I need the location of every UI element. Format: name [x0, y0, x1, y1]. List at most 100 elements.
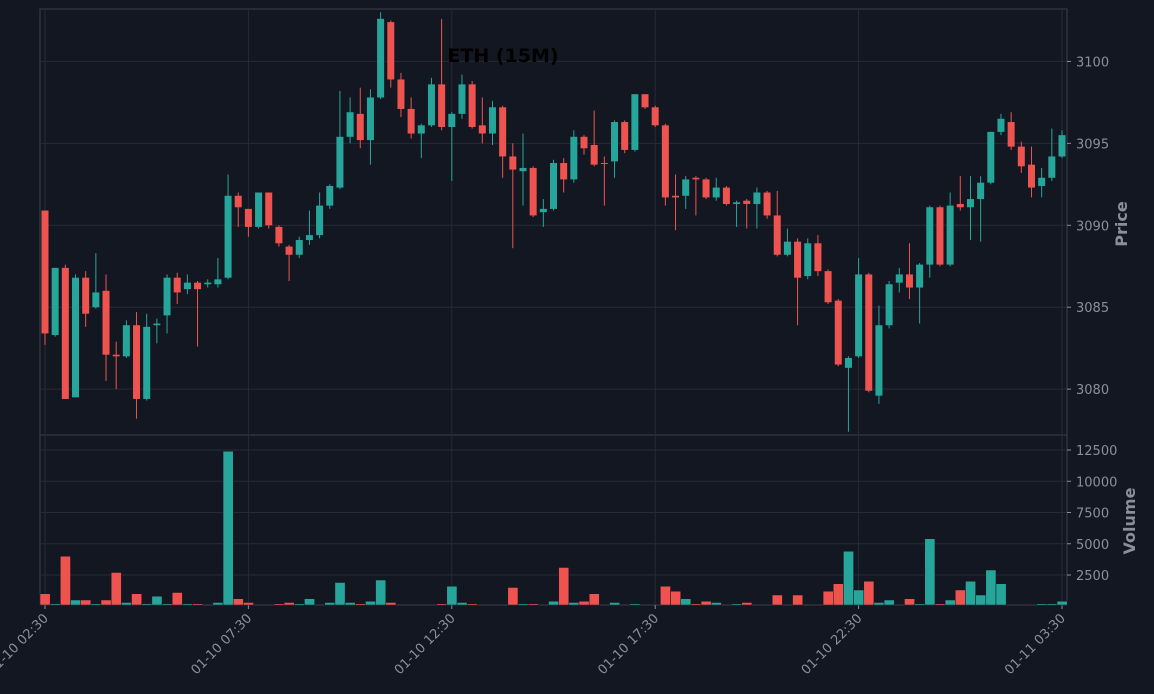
volume-bar — [436, 603, 448, 606]
candle-body — [336, 136, 344, 188]
candle-body — [51, 267, 59, 336]
candle-body — [122, 325, 130, 357]
candle-body — [916, 264, 924, 288]
candle-body — [651, 107, 659, 126]
candle-body — [631, 94, 639, 150]
candle-body — [855, 274, 863, 357]
candle-body — [153, 323, 161, 326]
volume-bar — [273, 603, 285, 606]
candle-body — [244, 208, 252, 227]
candle-body — [1048, 156, 1056, 178]
candle-body — [570, 136, 578, 180]
candle-body — [499, 107, 507, 157]
volume-bar — [904, 598, 915, 606]
candle-body — [102, 290, 110, 355]
volume-bar — [965, 581, 976, 606]
candle-body — [509, 156, 517, 170]
candle-body — [1027, 164, 1035, 188]
candle-body — [600, 163, 608, 165]
y2-tick-label: 12500 — [1076, 444, 1117, 459]
candle-body — [814, 243, 822, 272]
price-label: Price — [1112, 201, 1131, 247]
volume-bar — [609, 602, 620, 606]
volume-bar — [365, 601, 376, 606]
volume-bar — [517, 603, 529, 606]
volume-bar — [222, 451, 234, 606]
candle-body — [895, 274, 903, 283]
volume-bar — [171, 592, 183, 606]
volume-bar — [100, 599, 112, 606]
volume-bar — [70, 599, 81, 606]
volume-bar — [294, 603, 305, 606]
volume-bar — [243, 602, 254, 606]
volume-bar — [385, 602, 397, 606]
candle-body — [478, 125, 486, 134]
y-tick-label: 3080 — [1076, 383, 1109, 398]
volume-bar — [324, 602, 336, 606]
volume-bar — [90, 603, 102, 606]
volume-bar — [822, 591, 834, 606]
volume-bar — [121, 602, 132, 606]
candle-body — [224, 195, 232, 278]
volume-bar — [710, 602, 722, 606]
candle-body — [722, 187, 730, 204]
candle-body — [468, 84, 476, 127]
volume-label: Volume — [1120, 487, 1139, 554]
candle-body — [977, 182, 985, 200]
candle-body — [214, 279, 222, 285]
candle-body — [326, 185, 334, 206]
candle-body — [173, 277, 181, 293]
candle-body — [560, 163, 568, 180]
volume-bar — [853, 589, 865, 606]
volume-bar — [49, 603, 61, 606]
volume-bar — [558, 567, 570, 606]
y2-tick-label: 2500 — [1076, 569, 1109, 584]
candle-body — [692, 177, 700, 180]
candle-body — [763, 192, 771, 216]
volume-bar — [660, 586, 671, 606]
candle-body — [143, 326, 151, 399]
candle-body — [1058, 135, 1066, 157]
candle-body — [539, 208, 547, 213]
volume-bar — [934, 603, 946, 606]
candle-body — [1017, 146, 1025, 167]
candle-body — [1007, 122, 1015, 147]
volume-bar — [110, 572, 122, 606]
volume-bar — [588, 593, 600, 606]
volume-bar — [192, 603, 203, 606]
y-tick-label: 3100 — [1076, 55, 1109, 70]
candle-body — [61, 267, 69, 399]
volume-bar — [527, 603, 539, 606]
candle-body — [183, 282, 191, 290]
volume-bar — [690, 603, 702, 606]
candle-body — [407, 108, 415, 134]
volume-bar — [548, 601, 559, 606]
volume-bar — [355, 603, 366, 606]
volume-bar — [212, 602, 224, 606]
candle-body — [92, 292, 100, 308]
candle-body — [712, 187, 720, 198]
candle-body — [377, 18, 385, 98]
volume-bar — [873, 602, 885, 606]
candle-body — [255, 192, 263, 227]
candle-body — [265, 192, 273, 226]
candle-body — [448, 113, 456, 127]
candle-body — [285, 246, 293, 255]
candle-body — [194, 282, 202, 290]
candle-body — [112, 354, 120, 357]
candle-body — [1038, 177, 1046, 186]
y2-tick-label: 10000 — [1076, 475, 1117, 490]
volume-bar — [141, 603, 153, 606]
candle-body — [783, 241, 791, 255]
volume-bar — [283, 602, 295, 606]
volume-bar — [914, 603, 926, 606]
volume-bar — [375, 579, 387, 606]
candle-body — [946, 205, 954, 265]
volume-bar — [944, 599, 956, 606]
volume-bar — [985, 569, 997, 606]
volume-bar — [182, 603, 193, 606]
volume-bar — [883, 599, 895, 606]
